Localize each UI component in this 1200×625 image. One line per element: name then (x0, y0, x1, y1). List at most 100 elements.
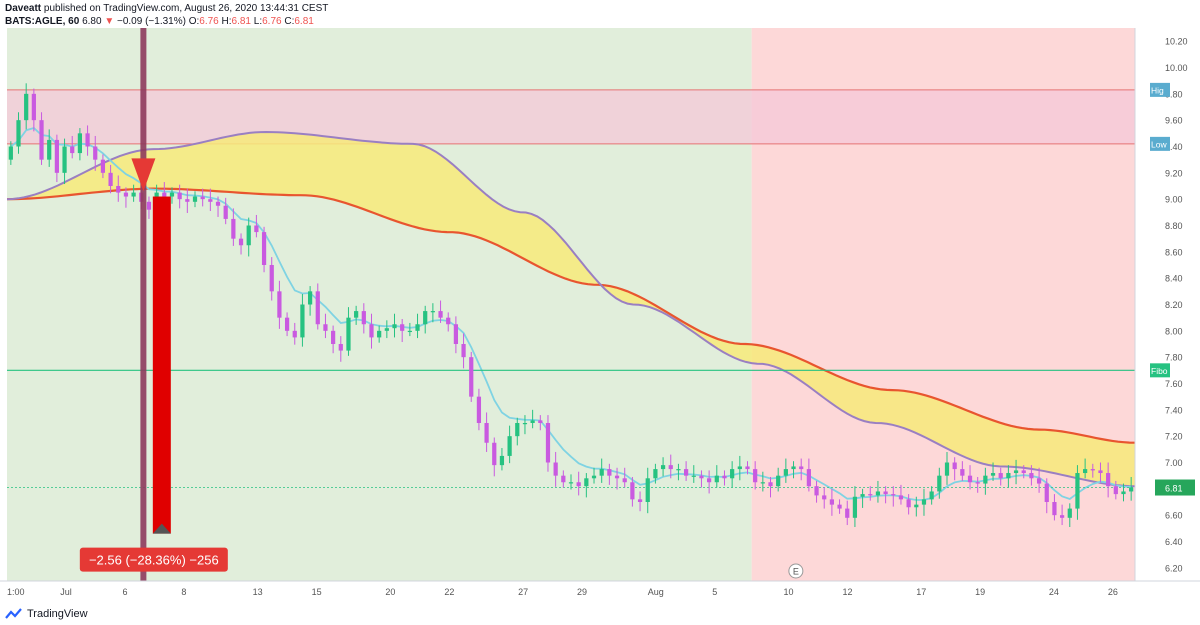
candle-body (499, 455, 505, 466)
low-label: L: (253, 16, 263, 27)
candle-body (369, 324, 374, 338)
candle-body (200, 196, 205, 200)
candle-body (852, 496, 858, 518)
candle-body (714, 475, 719, 483)
close-label: C: (284, 16, 295, 27)
x-tick-label: 22 (444, 587, 454, 597)
candle-body (683, 469, 689, 476)
candle-body (438, 311, 443, 318)
x-tick-label: 29 (577, 587, 587, 597)
candle-body (131, 192, 136, 197)
candle-body (607, 469, 612, 476)
candle-body (377, 330, 382, 338)
projection-line (6, 130, 1136, 488)
candle-body (1129, 487, 1134, 492)
earnings-marker (788, 563, 804, 579)
candle-body (599, 469, 604, 476)
y-tick-label: 9.40 (1165, 142, 1183, 152)
symbol-label: BATS:AGLE, 60 (5, 16, 80, 27)
range-band (7, 89, 1135, 144)
candle-body (990, 473, 996, 476)
candle-body (883, 491, 888, 495)
candle-body (307, 291, 313, 305)
candle-body (24, 93, 29, 121)
candle-body (776, 475, 781, 487)
candle-body (16, 120, 21, 147)
candle-body (384, 328, 389, 331)
y-tick-label: 7.80 (1165, 353, 1183, 363)
author-name[interactable]: Daveatt (5, 3, 42, 14)
candle-body (699, 475, 704, 479)
candle-body (246, 225, 251, 246)
publish-info: published on TradingView.com, August 26,… (41, 3, 329, 14)
price-chart[interactable]: E 10.20 10.00 9.80 9.60 9.40 9.20 9.00 8.80 8.60… (0, 28, 1200, 603)
y-tick-label: 9.20 (1165, 168, 1183, 178)
candle-body (1036, 478, 1042, 484)
footer-bar: TradingView (0, 603, 1200, 625)
candle-body (806, 469, 811, 487)
candle-body (561, 475, 566, 483)
candle-body (891, 494, 896, 496)
y-tick-label: 7.60 (1165, 379, 1183, 389)
y-tick-label: 10.20 (1165, 37, 1188, 47)
candle-body (407, 330, 412, 333)
brand-text: TradingView (27, 608, 88, 620)
candle-body (845, 508, 850, 518)
candle-body (998, 473, 1003, 479)
axis-layer: 10.20 10.00 9.80 9.60 9.40 9.20 9.00 8.80 8.60 8.… (0, 28, 1200, 597)
candle-body (1090, 469, 1095, 471)
candle-body (169, 192, 175, 197)
candle-body (898, 495, 904, 500)
candle-body (983, 475, 988, 484)
candle-body (269, 265, 274, 292)
candle-body (707, 478, 712, 483)
price-change: −0.09 (−1.31%) (117, 16, 186, 27)
candle-body (162, 192, 167, 197)
candle-body (799, 466, 804, 470)
y-tick-label: 7.00 (1165, 458, 1183, 468)
x-tick-label: 19 (975, 587, 985, 597)
chart-header: Daveatt published on TradingView.com, Au… (0, 0, 1200, 28)
candle-body (952, 462, 957, 470)
x-tick-label: 1:00 (7, 587, 25, 597)
candle-body (338, 344, 343, 351)
candle-body (1083, 469, 1088, 474)
down-arrow-icon: ▼ (104, 16, 115, 27)
candle-body (453, 324, 459, 344)
candle-body (177, 192, 182, 200)
candle-body (423, 311, 428, 325)
candle-body (254, 225, 259, 233)
candle-body (1075, 473, 1080, 509)
candle-body (645, 478, 650, 502)
candle-body (108, 172, 113, 186)
candle-body (553, 462, 558, 476)
candle-body (31, 93, 36, 121)
candle-body (1044, 483, 1049, 502)
candle-body (1106, 473, 1111, 487)
last-price: 6.80 (82, 16, 102, 27)
drop-label-box (79, 547, 228, 572)
candle-body (1113, 486, 1118, 495)
brand[interactable]: TradingView (5, 608, 88, 620)
candle-body (223, 205, 228, 219)
candle-body (62, 146, 67, 173)
candle-body (8, 146, 13, 160)
candle-body (868, 494, 873, 496)
candle-body (116, 186, 121, 193)
tradingview-logo-icon (5, 608, 22, 619)
ema-fast-line (10, 126, 1132, 501)
candle-body (400, 324, 405, 331)
candle-body (722, 475, 727, 479)
candle-body (215, 201, 221, 206)
y-tick-label: 7.40 (1165, 405, 1183, 415)
sell-signal-triangle (131, 158, 156, 192)
candle-body (476, 396, 482, 423)
chart-frame[interactable]: E 10.20 10.00 9.80 9.60 9.40 9.20 9.00 8.80 8.60… (0, 28, 1200, 603)
candle-body (238, 238, 244, 246)
candle-body (875, 491, 881, 496)
fibo-tag (1150, 363, 1170, 378)
candle-body (921, 499, 927, 505)
low-value: 6.76 (262, 16, 282, 27)
x-tick-label: Jul (60, 587, 72, 597)
candle-body (100, 159, 106, 173)
